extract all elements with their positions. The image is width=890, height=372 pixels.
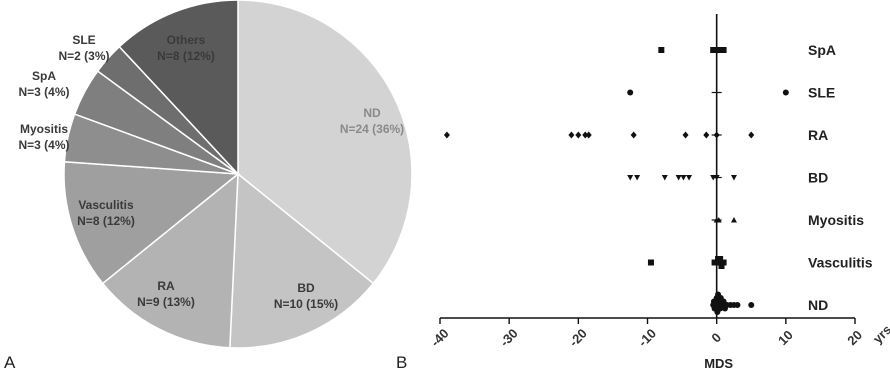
point-ra bbox=[630, 131, 637, 139]
x-tick-label: -10 bbox=[635, 326, 659, 350]
x-tick-label: -30 bbox=[497, 326, 521, 350]
pie-label-ra: RA bbox=[157, 279, 175, 293]
point-bd bbox=[661, 175, 668, 181]
point-myositis bbox=[715, 217, 722, 223]
pie-label-myositis: Myositis bbox=[20, 122, 68, 136]
point-bd bbox=[675, 175, 682, 181]
point-ra bbox=[575, 131, 582, 139]
point-vasculitis bbox=[718, 263, 725, 269]
pie-slice-nd bbox=[237, 0, 413, 285]
point-spa bbox=[720, 47, 727, 53]
point-ra bbox=[585, 131, 592, 139]
category-label-bd: BD bbox=[808, 170, 828, 186]
pie-count-bd: N=10 (15%) bbox=[274, 297, 338, 311]
pie-count-vasculitis: N=8 (12%) bbox=[77, 214, 135, 228]
point-vasculitis bbox=[720, 259, 727, 266]
category-label-nd: ND bbox=[808, 297, 828, 313]
pie-slice-ra bbox=[101, 172, 239, 349]
point-bd bbox=[686, 175, 692, 181]
x-tick-label: -40 bbox=[428, 326, 452, 350]
pie-count-others: N=8 (12%) bbox=[157, 49, 215, 63]
point-vasculitis bbox=[647, 259, 654, 266]
pie-label-vasculitis: Vasculitis bbox=[78, 198, 134, 212]
pie-slice-vasculitis bbox=[63, 160, 240, 285]
pie-count-nd: N=24 (36%) bbox=[340, 122, 404, 136]
point-myositis bbox=[730, 217, 737, 223]
point-bd bbox=[680, 175, 687, 181]
point-ra bbox=[568, 131, 575, 139]
pie-count-myositis: N=3 (4%) bbox=[18, 138, 69, 152]
point-bd bbox=[634, 175, 641, 181]
x-tick-label: -20 bbox=[566, 326, 590, 350]
x-tick-label: 0 bbox=[708, 330, 724, 346]
point-sle bbox=[627, 89, 634, 96]
point-spa bbox=[710, 47, 717, 53]
pie-count-ra: N=9 (13%) bbox=[137, 295, 195, 309]
dot-plot: -40 -30 -20 -10 0 10 20 yrs MDS SpA SLE RA BD Myositi… bbox=[428, 14, 890, 371]
point-sle bbox=[782, 89, 789, 96]
pie-label-nd: ND bbox=[363, 106, 381, 120]
point-vasculitis bbox=[717, 256, 724, 262]
point-ra bbox=[582, 131, 589, 139]
pie-label-spa: SpA bbox=[32, 69, 56, 83]
point-bd bbox=[713, 175, 720, 181]
point-ra bbox=[713, 131, 720, 139]
point-ra bbox=[682, 131, 689, 139]
point-nd bbox=[748, 302, 755, 308]
point-ra bbox=[443, 131, 450, 139]
x-tick-label: 20 bbox=[844, 327, 865, 348]
panel-label-a: A bbox=[4, 353, 16, 372]
panel-label-b: B bbox=[396, 353, 407, 372]
pie-count-sle: N=2 (3%) bbox=[58, 49, 109, 63]
x-tick-label: 10 bbox=[775, 327, 796, 348]
point-vasculitis bbox=[716, 259, 723, 266]
point-ra bbox=[748, 131, 755, 139]
category-label-ra: RA bbox=[808, 127, 828, 143]
pie-chart: ND N=24 (36%) BD N=10 (15%) RA N=9 (13%) Vascu… bbox=[18, 0, 413, 349]
point-nd bbox=[734, 302, 741, 308]
category-label-myositis: Myositis bbox=[808, 212, 864, 228]
pie-count-spa: N=3 (4%) bbox=[18, 85, 69, 99]
point-bd bbox=[730, 175, 737, 181]
point-ra bbox=[703, 131, 710, 139]
pie-slice-bd bbox=[229, 172, 375, 349]
pie-label-sle: SLE bbox=[72, 33, 95, 47]
pie-label-others: Others bbox=[167, 33, 206, 47]
pie-slice-others bbox=[118, 0, 239, 176]
point-bd bbox=[627, 175, 634, 181]
x-axis-title: MDS bbox=[704, 356, 733, 371]
point-spa bbox=[715, 47, 722, 53]
pie-label-bd: BD bbox=[297, 281, 315, 295]
category-label-spa: SpA bbox=[808, 42, 836, 58]
category-label-sle: SLE bbox=[808, 85, 835, 101]
x-unit-label: yrs bbox=[870, 322, 890, 346]
category-label-vasculitis: Vasculitis bbox=[808, 255, 873, 271]
point-spa bbox=[658, 47, 665, 53]
